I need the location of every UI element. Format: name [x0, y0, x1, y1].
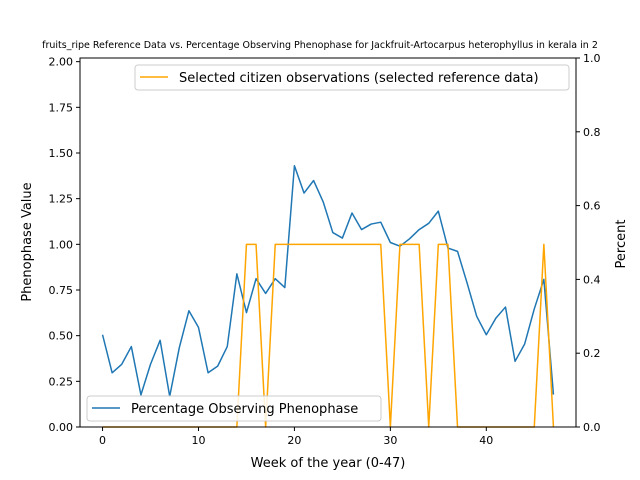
right-y-tick-label: 0.4	[583, 273, 601, 286]
left-y-tick-label: 2.00	[49, 56, 74, 69]
legend-reference-box	[134, 64, 570, 91]
right-y-tick-label: 0.6	[583, 200, 601, 213]
x-axis: 0 10 20 30 40	[99, 427, 493, 447]
left-y-axis-label: Phenophase Value	[20, 182, 35, 301]
x-tick-label: 10	[191, 434, 205, 447]
plot-series	[101, 165, 555, 428]
plot-frame	[79, 57, 577, 428]
legend-percentage-label: Percentage Observing Phenophase	[131, 402, 358, 417]
legend-percentage: Percentage Observing Phenophase	[86, 395, 382, 422]
x-tick-label: 30	[383, 434, 397, 447]
legend-percentage-box	[86, 395, 382, 422]
legend-reference: Selected citizen observations (selected …	[134, 64, 570, 91]
left-y-tick-label: 1.50	[49, 147, 74, 160]
x-tick-label: 20	[287, 434, 301, 447]
right-y-tick-label: 1.0	[583, 52, 601, 65]
x-axis-label: Week of the year (0-47)	[251, 456, 406, 471]
right-y-axis: 0.0 0.2 0.4 0.6 0.8 1.0	[576, 52, 601, 434]
left-y-tick-label: 1.25	[49, 193, 74, 206]
left-y-tick-label: 0.75	[49, 284, 74, 297]
x-tick-label: 40	[479, 434, 493, 447]
left-y-tick-label: 1.75	[49, 101, 74, 114]
left-y-axis: 0.00 0.25 0.50 0.75 1.00 1.25 1.50 1.75 2.00	[49, 56, 80, 434]
right-y-tick-label: 0.0	[583, 421, 601, 434]
right-y-tick-label: 0.2	[583, 347, 601, 360]
chart-title: fruits_ripe Reference Data vs. Percentag…	[42, 40, 598, 51]
left-y-tick-label: 1.00	[49, 238, 74, 251]
left-y-tick-label: 0.25	[49, 375, 74, 388]
left-y-tick-label: 0.00	[49, 421, 74, 434]
x-tick-label: 0	[99, 434, 106, 447]
legend-reference-label: Selected citizen observations (selected …	[179, 71, 539, 86]
series-line-percentage	[101, 165, 555, 398]
left-y-tick-label: 0.50	[49, 330, 74, 343]
right-y-tick-label: 0.8	[583, 126, 601, 139]
right-y-axis-label: Percent	[614, 220, 629, 269]
